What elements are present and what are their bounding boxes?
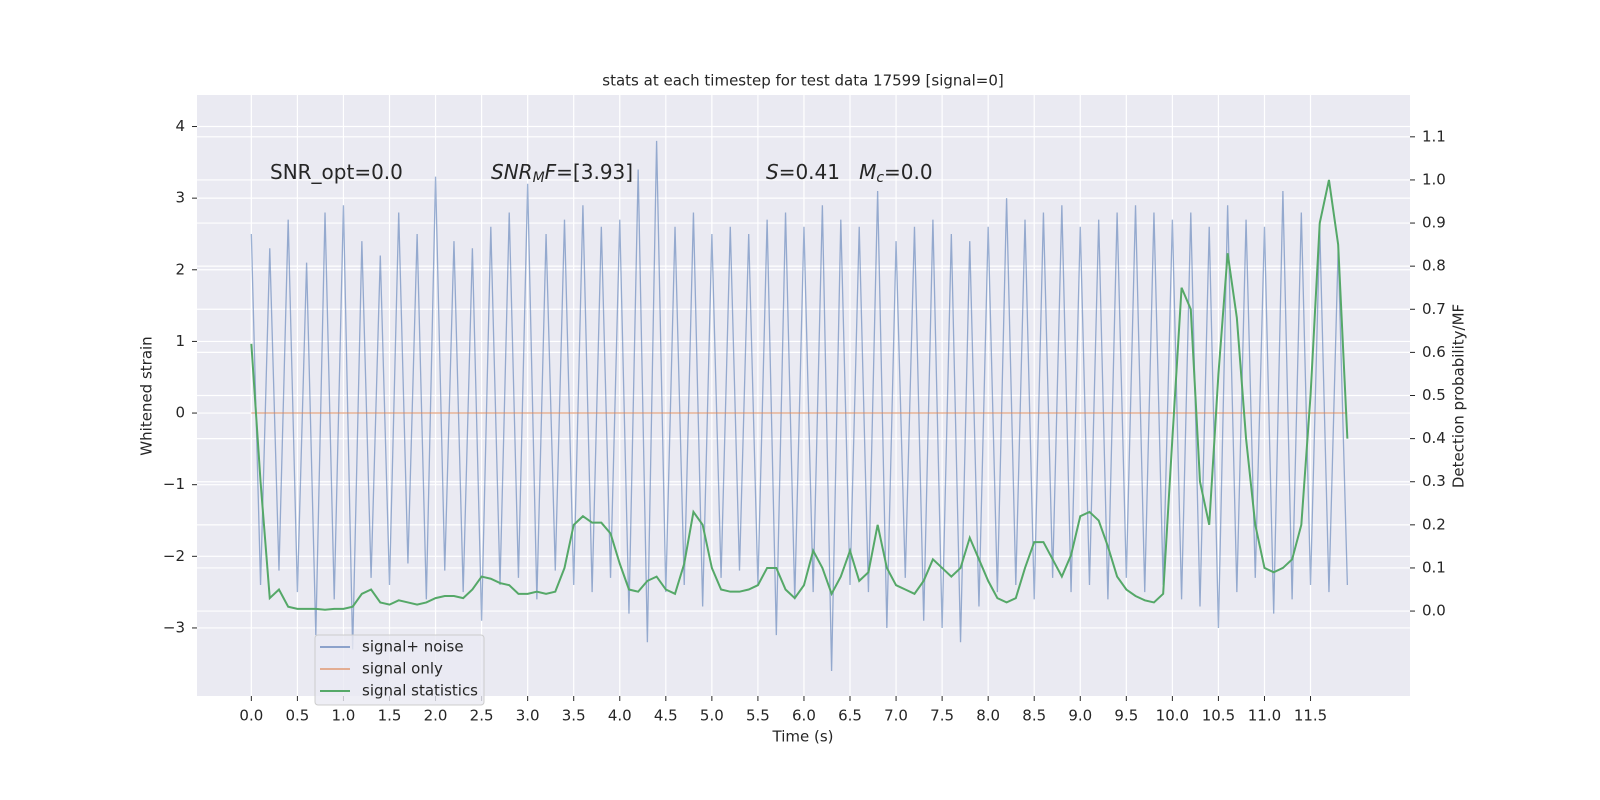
y-axis-label: Whitened strain <box>138 336 156 455</box>
x-tick-label: 8.5 <box>1022 707 1046 725</box>
x-tick-label: 7.5 <box>930 707 954 725</box>
x-tick-label: 0.0 <box>239 707 263 725</box>
series-line <box>250 179 1349 611</box>
x-tick-label: 4.0 <box>608 707 632 725</box>
y2-tick-label: 0.4 <box>1422 429 1446 447</box>
y-tick-label: 0 <box>175 404 185 422</box>
x-tick-label: 7.0 <box>884 707 908 725</box>
x-tick-label: 3.0 <box>516 707 540 725</box>
y-tick-label: 1 <box>175 332 185 350</box>
y2-tick-label: 0.3 <box>1422 472 1446 490</box>
y2-tick-label: 1.0 <box>1422 170 1446 188</box>
y-tick-label: −2 <box>163 547 185 565</box>
x-axis-label: Time (s) <box>772 728 834 746</box>
annotation-part: S <box>766 160 779 184</box>
x-tick-label: 0.5 <box>285 707 309 725</box>
y-tick-label: −3 <box>163 618 185 636</box>
annotation-part: =[3.93] <box>556 160 633 184</box>
x-tick-label: 5.0 <box>700 707 724 725</box>
legend-label: signal statistics <box>362 682 478 700</box>
y-tick-label: 3 <box>175 189 185 207</box>
legend-label: signal only <box>362 660 443 678</box>
x-tick-label: 11.0 <box>1248 707 1281 725</box>
annotation-part: c <box>876 170 884 186</box>
legend-box <box>314 634 485 706</box>
x-tick-label: 1.0 <box>332 707 356 725</box>
annotation-part: =0.0 <box>884 160 933 184</box>
chart-title: stats at each timestep for test data 175… <box>602 72 1003 90</box>
annotation-part: M <box>533 170 545 186</box>
x-tick-label: 9.0 <box>1068 707 1092 725</box>
x-tick-label: 9.5 <box>1114 707 1138 725</box>
x-tick-label: 2.0 <box>424 707 448 725</box>
annotation-part: =0.41 <box>779 160 859 184</box>
x-tick-label: 10.0 <box>1156 707 1189 725</box>
y-tick-label: 2 <box>175 260 185 278</box>
y-tick-label: −1 <box>163 475 185 493</box>
x-tick-label: 5.5 <box>746 707 770 725</box>
y2-axis-label: Detection probability/MF <box>1450 304 1468 488</box>
y2-tick-label: 0.2 <box>1422 515 1446 533</box>
annotation-part: SNR_opt=0.0 <box>270 160 403 184</box>
x-tick-label: 1.5 <box>378 707 402 725</box>
annotation: S=0.41 Mc=0.0 <box>766 160 933 187</box>
x-tick-label: 8.0 <box>976 707 1000 725</box>
x-tick-label: 10.5 <box>1202 707 1235 725</box>
annotation-part: SNR <box>491 160 533 184</box>
x-tick-label: 6.0 <box>792 707 816 725</box>
x-tick-label: 2.5 <box>470 707 494 725</box>
annotation: SNR_opt=0.0 <box>270 160 403 184</box>
annotation: SNRMF=[3.93] <box>491 160 633 187</box>
y2-tick-label: 0.5 <box>1422 386 1446 404</box>
x-tick-label: 6.5 <box>838 707 862 725</box>
y2-tick-label: 0.0 <box>1422 602 1446 620</box>
y2-tick-label: 0.6 <box>1422 343 1446 361</box>
x-tick-label: 4.5 <box>654 707 678 725</box>
annotation-part: F <box>545 160 557 184</box>
y2-tick-label: 1.1 <box>1422 127 1446 145</box>
x-tick-label: 3.5 <box>562 707 586 725</box>
legend-label: signal+ noise <box>362 638 464 656</box>
y2-tick-label: 0.7 <box>1422 300 1446 318</box>
annotation-part: M <box>859 160 876 184</box>
y2-tick-label: 0.1 <box>1422 558 1446 576</box>
y-tick-label: 4 <box>175 117 185 135</box>
y2-tick-label: 0.9 <box>1422 214 1446 232</box>
x-tick-label: 11.5 <box>1294 707 1327 725</box>
y2-tick-label: 0.8 <box>1422 257 1446 275</box>
